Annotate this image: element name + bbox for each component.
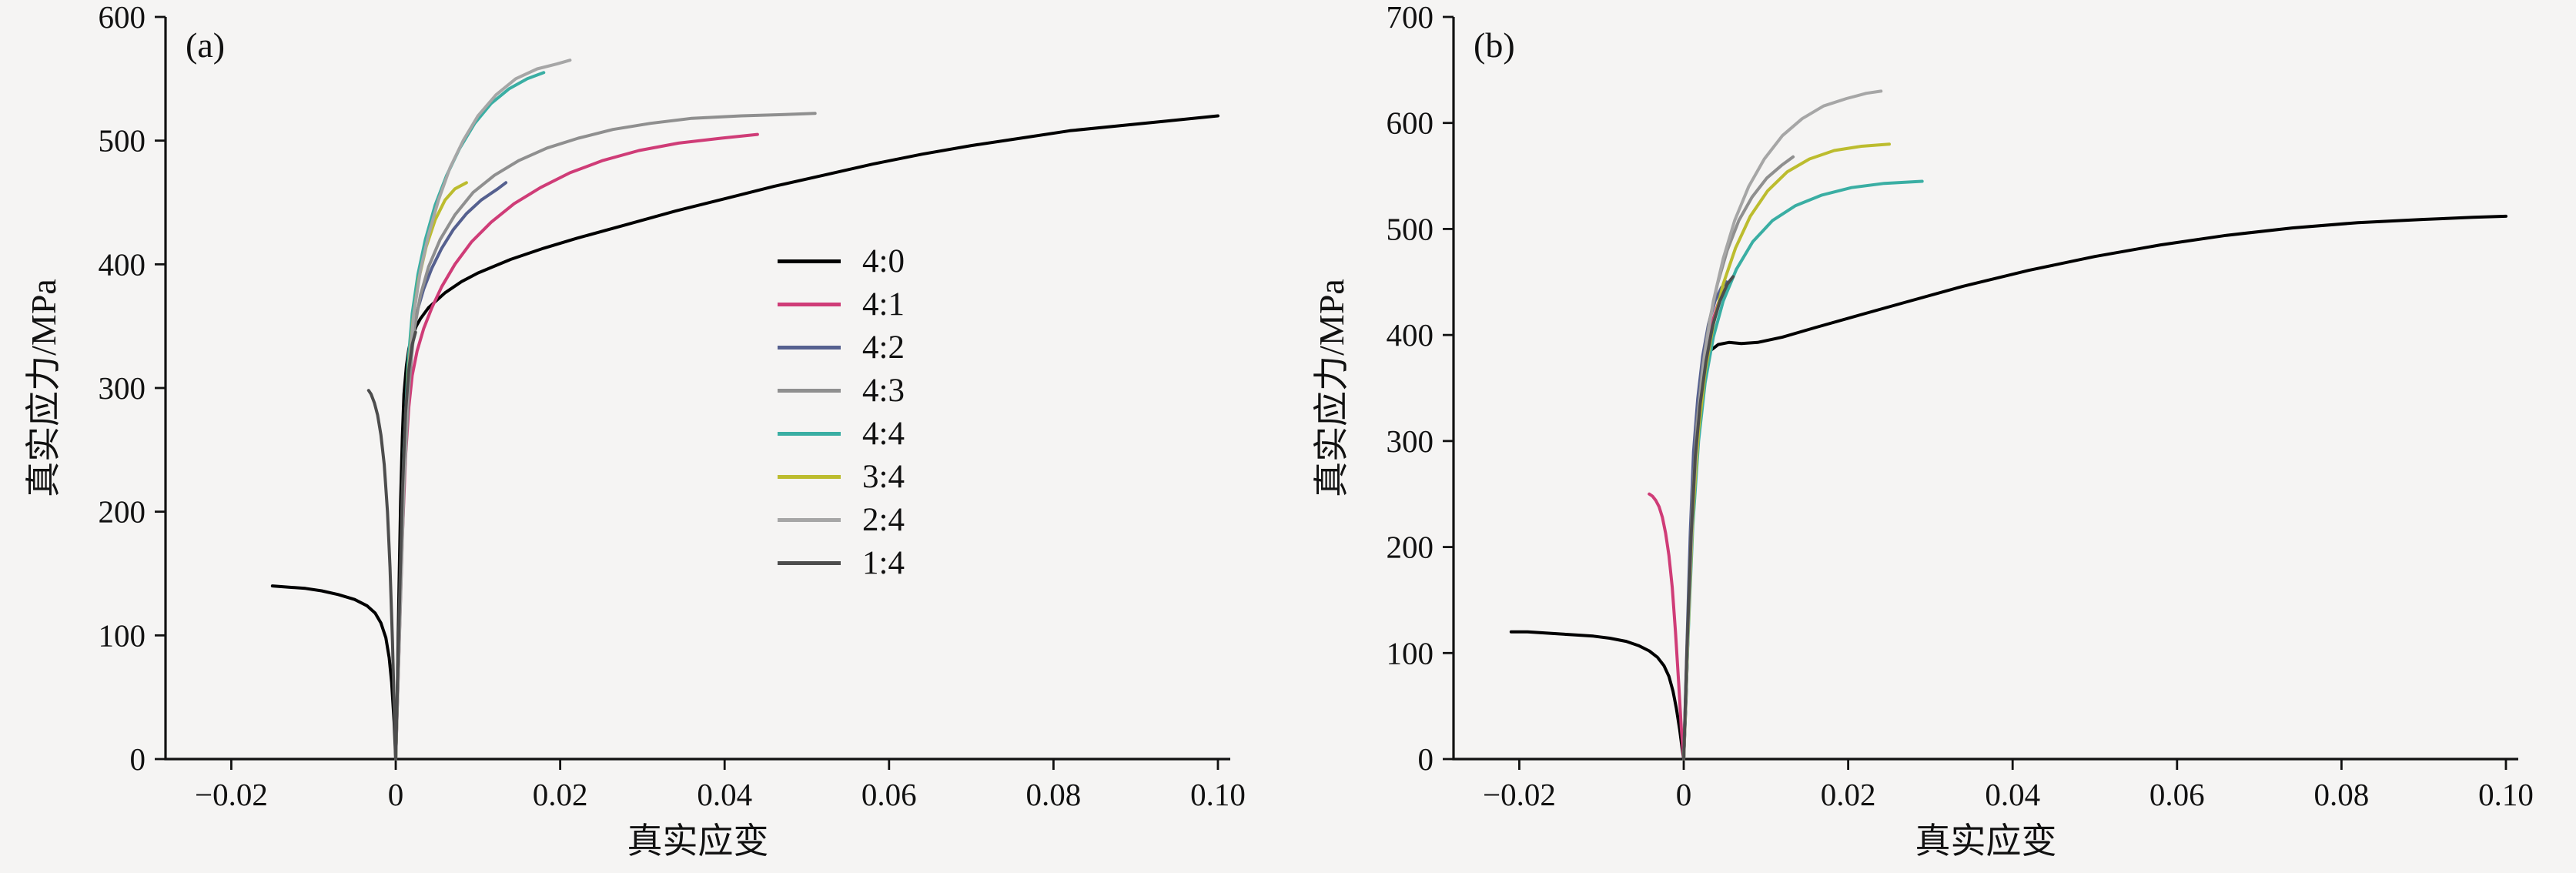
y-tick-label: 700 (1387, 0, 1434, 35)
x-tick-label: 0.06 (861, 777, 917, 812)
series-4-3 (1682, 155, 1795, 761)
y-tick-label: 400 (1387, 317, 1434, 353)
x-axis-title: 真实应变 (1915, 821, 2057, 861)
legend-label: 2:4 (862, 502, 905, 538)
x-tick-label: 0.10 (1190, 777, 1246, 812)
legend-label: 4:1 (862, 286, 905, 323)
legend-label: 4:0 (862, 243, 905, 279)
axis-lines (164, 17, 1230, 761)
legend-item: 4:1 (778, 288, 905, 321)
legend-label: 1:4 (862, 545, 905, 581)
legend-line-swatch (778, 561, 841, 565)
series-3-4 (1682, 142, 1891, 761)
series-2-4 (394, 59, 572, 761)
legend-line-swatch (778, 389, 841, 393)
y-tick-label: 600 (99, 0, 146, 35)
legend-item: 4:2 (778, 331, 905, 364)
y-tick-label: 600 (1387, 105, 1434, 141)
x-tick-label: −0.02 (195, 777, 268, 812)
legend-label: 4:2 (862, 329, 905, 366)
x-tick-label: 0.02 (533, 777, 588, 812)
chart-panel-a: −0.02 0 0.02 0.04 0.06 0.08 0.10 0 100 200 300 400 5… (24, 0, 1246, 861)
axis-lines (1452, 17, 2518, 761)
y-tick-label: 300 (99, 370, 146, 406)
x-tick-label: 0 (388, 777, 404, 812)
x-tick-label: 0.10 (2478, 777, 2534, 812)
y-tick-label: 400 (99, 246, 146, 282)
chart-panel-b: −0.02 0 0.02 0.04 0.06 0.08 0.10 0 100 200 300 400 5… (1288, 0, 2576, 873)
series-1-4 (1682, 275, 1735, 761)
x-tick-label: 0 (1676, 777, 1692, 812)
series-4-4 (394, 71, 546, 761)
series-1-4 (366, 330, 417, 761)
legend-label: 4:4 (862, 416, 905, 452)
series-4-3 (394, 112, 817, 761)
chart-canvas-a: −0.02 0 0.02 0.04 0.06 0.08 0.10 0 100 200 300 400 5… (24, 0, 1246, 861)
panel-label-b: (b) (1474, 25, 1515, 65)
y-tick-label: 200 (1387, 530, 1434, 565)
legend-label: 4:3 (862, 373, 905, 409)
x-axis-title: 真实应变 (627, 821, 769, 861)
legend-line-swatch (778, 432, 841, 436)
x-tick-label: 0.08 (1026, 777, 1082, 812)
y-axis-title: 真实应力/MPa (24, 279, 63, 497)
legend-line-swatch (778, 475, 841, 479)
y-tick-label: 100 (99, 617, 146, 653)
y-axis-title: 真实应力/MPa (1312, 279, 1351, 497)
chart-canvas-b: −0.02 0 0.02 0.04 0.06 0.08 0.10 0 100 200 300 400 5… (1312, 0, 2534, 861)
x-tick-label: 0.04 (1985, 777, 2040, 812)
x-tick-label: 0.06 (2149, 777, 2205, 812)
x-tick-label: 0.08 (2314, 777, 2370, 812)
series-2-4 (1682, 89, 1883, 761)
series-4-1 (394, 132, 759, 761)
legend-item: 1:4 (778, 547, 905, 580)
y-tick-label: 500 (99, 123, 146, 159)
legend-line-swatch (778, 259, 841, 263)
y-tick-label: 0 (1418, 741, 1434, 777)
series-4-0 (270, 114, 1219, 761)
legend-line-swatch (778, 518, 841, 522)
legend: 4:0 4:1 4:2 4:3 4:4 3:4 2:4 1:4 (778, 245, 905, 580)
panel-label-a: (a) (186, 25, 225, 65)
legend-line-swatch (778, 346, 841, 350)
legend-label: 3:4 (862, 459, 905, 495)
legend-item: 3:4 (778, 460, 905, 493)
x-tick-label: 0.04 (697, 777, 752, 812)
series-4-0 (1509, 214, 2507, 761)
y-tick-label: 300 (1387, 423, 1434, 459)
y-tick-label: 100 (1387, 635, 1434, 671)
legend-item: 4:0 (778, 245, 905, 278)
x-tick-label: 0.02 (1821, 777, 1876, 812)
legend-line-swatch (778, 303, 841, 306)
x-tick-label: −0.02 (1483, 777, 1556, 812)
legend-item: 4:3 (778, 374, 905, 407)
legend-item: 2:4 (778, 503, 905, 537)
y-tick-label: 0 (130, 741, 146, 777)
y-tick-label: 200 (99, 494, 146, 530)
legend-item: 4:4 (778, 417, 905, 450)
y-tick-label: 500 (1387, 211, 1434, 246)
